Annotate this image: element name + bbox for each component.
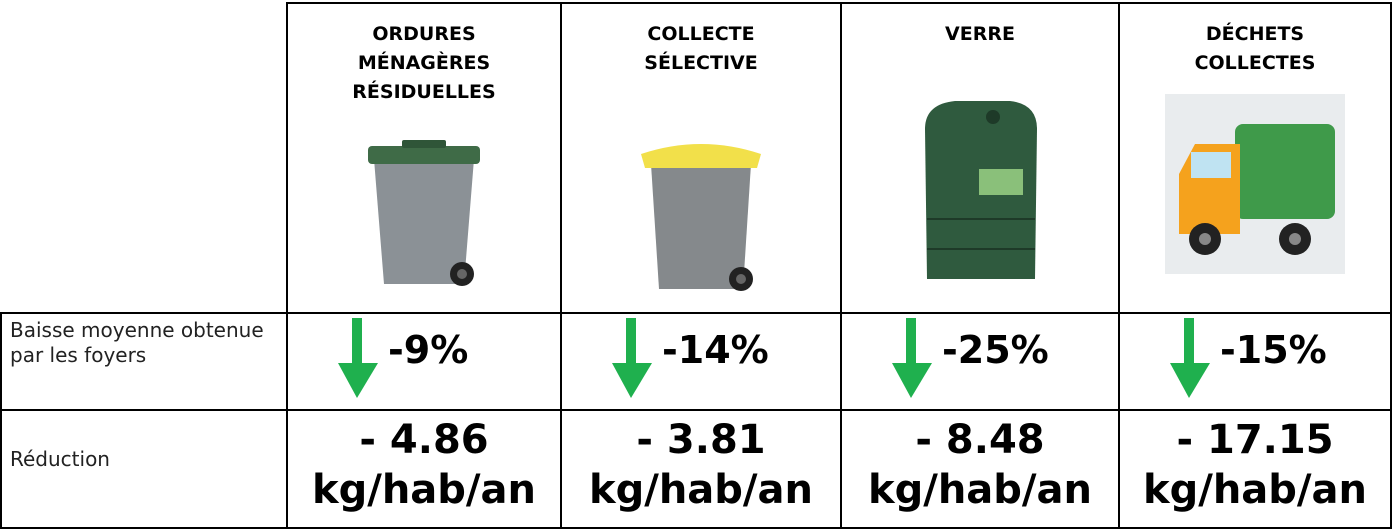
value-cell: -25% xyxy=(840,312,1120,411)
reduction: - 3.81 kg/hab/an xyxy=(588,417,814,513)
header-cell: DÉCHETS COLLECTES xyxy=(1118,2,1392,314)
down-arrow xyxy=(338,318,378,398)
value-cell: - 4.86 kg/hab/an xyxy=(286,409,562,529)
down-arrow xyxy=(1170,318,1210,398)
header-cell: ORDURES MÉNAGÈRES RÉSIDUELLES xyxy=(286,2,562,314)
header-text: DÉCHETS COLLECTES xyxy=(1194,23,1316,74)
percent: -14% xyxy=(662,328,769,372)
truck-icon xyxy=(1165,94,1345,274)
row-label: Baisse moyenne obtenue par les foyers xyxy=(10,318,264,367)
percent: -15% xyxy=(1220,328,1327,372)
header-text: VERRE xyxy=(945,23,1015,45)
reduction: - 4.86 kg/hab/an xyxy=(311,417,537,513)
row-label-cell: Réduction xyxy=(0,409,288,529)
value-cell: -15% xyxy=(1118,312,1392,411)
container-icon xyxy=(925,101,1037,279)
bin-icon xyxy=(641,144,761,291)
down-arrow xyxy=(892,318,932,398)
down-arrow xyxy=(612,318,652,398)
reduction: - 8.48 kg/hab/an xyxy=(867,417,1093,513)
reduction: - 17.15 kg/hab/an xyxy=(1142,417,1368,513)
header-cell: VERRE xyxy=(840,2,1120,314)
percent: -25% xyxy=(942,328,1049,372)
percent: -9% xyxy=(388,328,469,372)
header-text: COLLECTE SÉLECTIVE xyxy=(644,23,758,74)
header-cell: COLLECTE SÉLECTIVE xyxy=(560,2,842,314)
value-cell: - 3.81 kg/hab/an xyxy=(560,409,842,529)
row-label-cell: Baisse moyenne obtenue par les foyers xyxy=(0,312,288,411)
row-label: Réduction xyxy=(10,447,110,471)
value-cell: -9% xyxy=(286,312,562,411)
value-cell: - 8.48 kg/hab/an xyxy=(840,409,1120,529)
header-text: ORDURES MÉNAGÈRES RÉSIDUELLES xyxy=(352,23,496,103)
bin-icon xyxy=(368,140,480,286)
value-cell: -14% xyxy=(560,312,842,411)
value-cell: - 17.15 kg/hab/an xyxy=(1118,409,1392,529)
